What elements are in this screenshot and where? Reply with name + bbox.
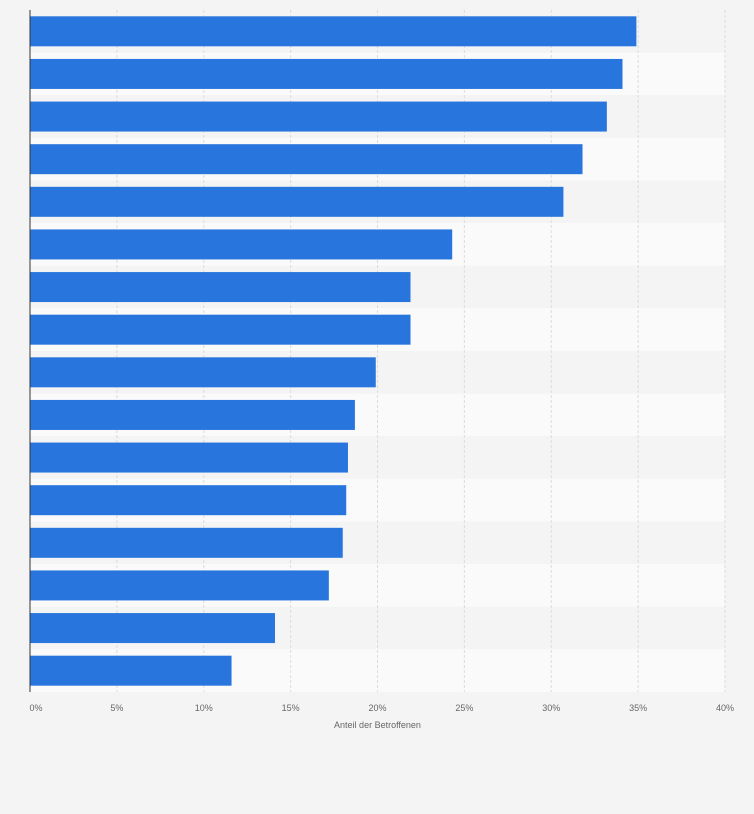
x-tick-label: 30% (542, 703, 560, 713)
bar (30, 144, 583, 175)
gridlines (116, 10, 726, 692)
bar (30, 314, 411, 345)
bar (30, 613, 275, 644)
bar (30, 101, 607, 132)
bar (30, 655, 232, 686)
bar (30, 527, 343, 558)
bar (30, 399, 355, 430)
x-tick-label: 40% (716, 703, 734, 713)
x-axis-ticks: 0% 5% 10% 15% 20% 25% 30% 35% 40% (29, 703, 734, 713)
bar (30, 485, 347, 516)
bar (30, 272, 411, 303)
bar (30, 58, 623, 89)
x-tick-label: 0% (29, 703, 42, 713)
x-tick-label: 15% (282, 703, 300, 713)
bar (30, 186, 564, 217)
bar (30, 357, 376, 388)
x-tick-label: 20% (368, 703, 386, 713)
x-tick-label: 25% (455, 703, 473, 713)
bar (30, 442, 348, 473)
x-tick-label: 10% (195, 703, 213, 713)
x-axis-title: Anteil der Betroffenen (334, 720, 421, 730)
x-tick-label: 35% (629, 703, 647, 713)
bars-group (30, 16, 637, 686)
bar (30, 570, 329, 601)
bar (30, 16, 637, 47)
bar (30, 229, 453, 260)
x-tick-label: 5% (110, 703, 123, 713)
